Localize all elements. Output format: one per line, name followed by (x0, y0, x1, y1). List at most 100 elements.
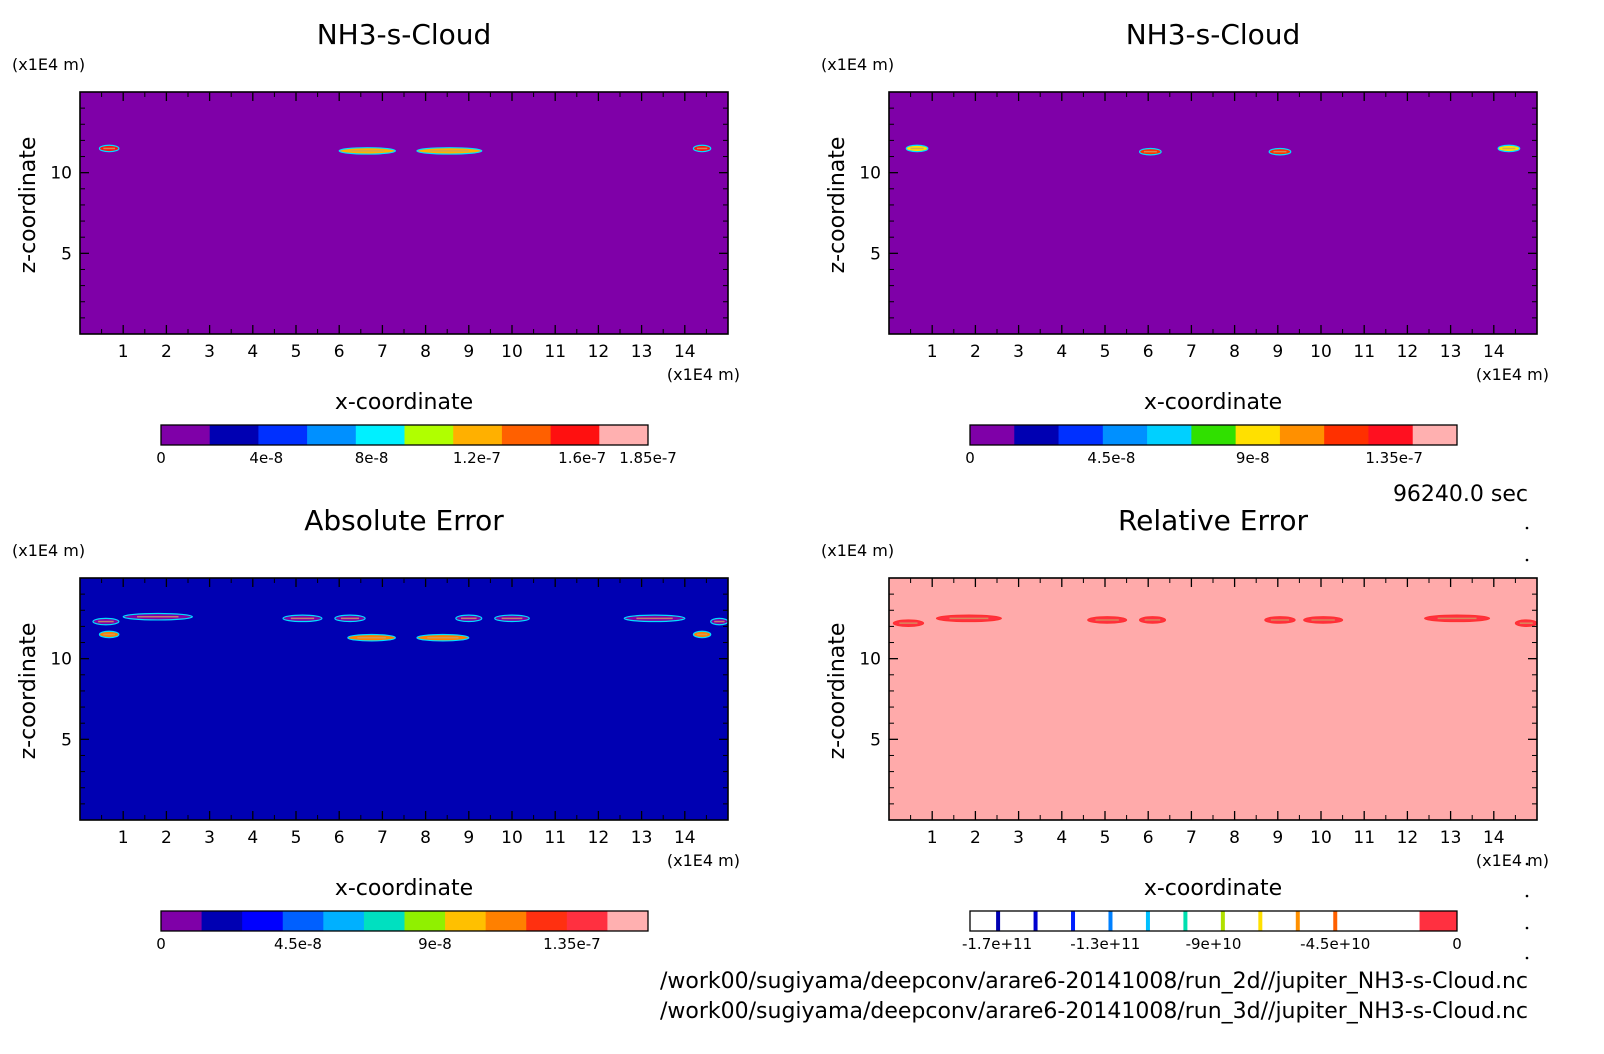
x-tick-label: 7 (377, 828, 388, 848)
x-tick-label: 6 (334, 828, 345, 848)
x-tick-label: 2 (970, 828, 981, 848)
colorbar-frame (160, 424, 649, 446)
x-tick-label: 11 (544, 342, 566, 362)
z-tick-label: 5 (870, 244, 881, 264)
colorbar-tick-label: 4.5e-8 (274, 935, 322, 953)
colorbar-tick-label: 0 (156, 449, 166, 467)
colorbar-swatch (323, 911, 365, 931)
x-tick-label: 9 (463, 342, 474, 362)
panel-title: NH3-s-Cloud (317, 18, 492, 51)
x-tick-label: 2 (161, 342, 172, 362)
plot-area (80, 92, 728, 334)
file-path-2d: /work00/sugiyama/deepconv/arare6-2014100… (660, 969, 1528, 994)
x-tick-label: 14 (1483, 342, 1505, 362)
panel-4: Relative Error(x1E4 m)1 2 3 4 5 6 7 8 9 10 11 12 13 1… (821, 504, 1549, 953)
colorbar-swatch (258, 425, 308, 445)
panel-1: NH3-s-Cloud(x1E4 m)1 2 3 4 5 6 7 8 9 10 11 12 13 1451… (12, 18, 740, 467)
z-tick-label: 10 (50, 650, 72, 670)
panel-title: Absolute Error (304, 504, 504, 537)
x-tick-label: 9 (463, 828, 474, 848)
x-tick-label: 4 (1056, 828, 1067, 848)
colorbar-swatch (363, 911, 405, 931)
x-tick-label: 14 (674, 828, 696, 848)
x-tick-label: 8 (420, 828, 431, 848)
z-unit-label: (x1E4 m) (12, 541, 85, 560)
x-tick-label: 5 (1100, 342, 1111, 362)
colorbar-tick-label: -9e+10 (1186, 935, 1242, 953)
colorbar-swatch (1235, 425, 1281, 445)
x-axis-label: x-coordinate (1144, 876, 1282, 901)
x-tick-label: 3 (1013, 342, 1024, 362)
x-unit-label: (x1E4 m) (1476, 851, 1549, 870)
colorbar-frame (969, 424, 1458, 446)
z-tick-label: 10 (50, 164, 72, 184)
z-axis-label: z-coordinate (825, 623, 850, 760)
colorbar-swatch (161, 425, 211, 445)
colorbar-swatch (404, 911, 446, 931)
panel-3: Absolute Error(x1E4 m)1 2 3 4 5 6 7 8 9 10 11 12 13 1… (12, 504, 740, 953)
x-tick-label: 12 (1397, 342, 1419, 362)
colorbar-swatch (404, 425, 454, 445)
colorbar-tick-label: 1.35e-7 (543, 935, 601, 953)
x-tick-label: 7 (1186, 342, 1197, 362)
z-unit-label: (x1E4 m) (821, 541, 894, 560)
x-tick-label: 1 (927, 828, 938, 848)
margin-dots (1525, 526, 1529, 960)
x-tick-label: 6 (1143, 828, 1154, 848)
colorbar-swatch (161, 911, 203, 931)
x-tick-label: 13 (631, 342, 653, 362)
x-tick-label: 5 (291, 828, 302, 848)
colorbar-tick-label: -1.7e+11 (962, 935, 1032, 953)
colorbar-tick-label: -1.3e+11 (1070, 935, 1140, 953)
x-tick-label: 12 (588, 828, 610, 848)
colorbar-tick-label: 4e-8 (249, 449, 283, 467)
colorbar-swatch (1191, 425, 1237, 445)
x-unit-label: (x1E4 m) (1476, 365, 1549, 384)
colorbar-tick-label: 8e-8 (355, 449, 389, 467)
colorbar-swatch (1412, 425, 1458, 445)
colorbar-swatch (201, 911, 243, 931)
plot-area (889, 92, 1537, 334)
z-tick-label: 10 (859, 164, 881, 184)
colorbar-tick-label: 1.35e-7 (1365, 449, 1423, 467)
x-tick-label: 9 (1272, 828, 1283, 848)
colorbar-tick-label: 9e-8 (418, 935, 452, 953)
colorbar-swatch (307, 425, 357, 445)
colorbar-swatch (1058, 425, 1104, 445)
colorbar-swatch (1014, 425, 1060, 445)
colorbar-frame (969, 910, 1458, 932)
colorbar-swatch (1324, 425, 1369, 445)
x-tick-label: 11 (544, 828, 566, 848)
colorbar: 0 4.5e-8 9e-8 1.35e-7 (965, 424, 1458, 467)
colorbar-tick-label: 0 (965, 449, 975, 467)
x-tick-label: 11 (1353, 342, 1375, 362)
x-tick-label: 2 (970, 342, 981, 362)
z-unit-label: (x1E4 m) (12, 55, 85, 74)
panel-title: NH3-s-Cloud (1126, 18, 1301, 51)
x-tick-label: 6 (1143, 342, 1154, 362)
x-tick-label: 11 (1353, 828, 1375, 848)
x-unit-label: (x1E4 m) (667, 851, 740, 870)
x-tick-label: 1 (118, 342, 129, 362)
z-axis-label: z-coordinate (16, 623, 41, 760)
x-tick-label: 7 (377, 342, 388, 362)
x-axis-label: x-coordinate (1144, 390, 1282, 415)
z-tick-label: 5 (870, 730, 881, 750)
colorbar-swatch (1368, 425, 1414, 445)
x-tick-label: 13 (1440, 342, 1462, 362)
x-tick-label: 7 (1186, 828, 1197, 848)
colorbar-swatch (1147, 425, 1192, 445)
x-tick-label: 3 (1013, 828, 1024, 848)
x-tick-label: 3 (204, 342, 215, 362)
time-label: 96240.0 sec (1393, 482, 1528, 507)
colorbar-swatch (599, 425, 649, 445)
colorbar: 0 4e-8 8e-8 1.2e-7 1.6e-7 1.85e-7 (156, 424, 677, 467)
x-tick-label: 8 (1229, 828, 1240, 848)
x-tick-label: 1 (118, 828, 129, 848)
x-tick-label: 8 (420, 342, 431, 362)
x-tick-label: 4 (247, 342, 258, 362)
x-tick-label: 10 (1310, 342, 1332, 362)
x-tick-label: 9 (1272, 342, 1283, 362)
x-tick-label: 13 (631, 828, 653, 848)
z-tick-label: 10 (859, 650, 881, 670)
